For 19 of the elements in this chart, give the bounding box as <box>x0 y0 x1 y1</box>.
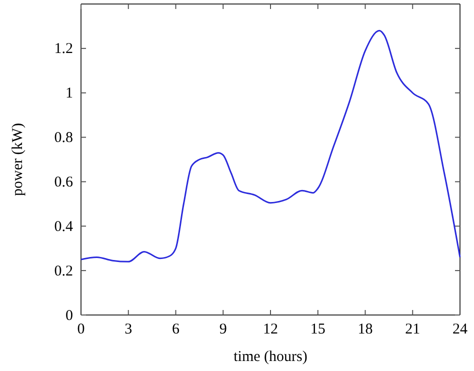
x-tick-label: 9 <box>219 322 227 338</box>
x-tick-label: 15 <box>310 322 326 338</box>
x-tick-label: 0 <box>77 322 85 338</box>
y-tick-label: 0 <box>66 308 73 324</box>
y-tick-label: 1.2 <box>54 41 73 58</box>
x-tick-label: 6 <box>172 322 180 338</box>
x-tick-label: 18 <box>358 322 373 338</box>
y-tick-label: 0.2 <box>54 263 73 280</box>
x-axis-title: time (hours) <box>234 349 308 365</box>
x-tick-label: 21 <box>405 322 420 338</box>
y-tick-label: 1 <box>66 86 73 102</box>
x-tick-label: 3 <box>124 322 132 338</box>
y-tick-label: 0.8 <box>54 130 73 146</box>
x-tick-label: 24 <box>452 322 468 338</box>
line-series <box>80 30 461 262</box>
y-tick-label: 0.4 <box>54 218 74 235</box>
y-tick-label: 0.6 <box>54 174 74 191</box>
y-axis-title: power (kW) <box>10 123 26 196</box>
x-tick-label: 12 <box>263 322 278 338</box>
